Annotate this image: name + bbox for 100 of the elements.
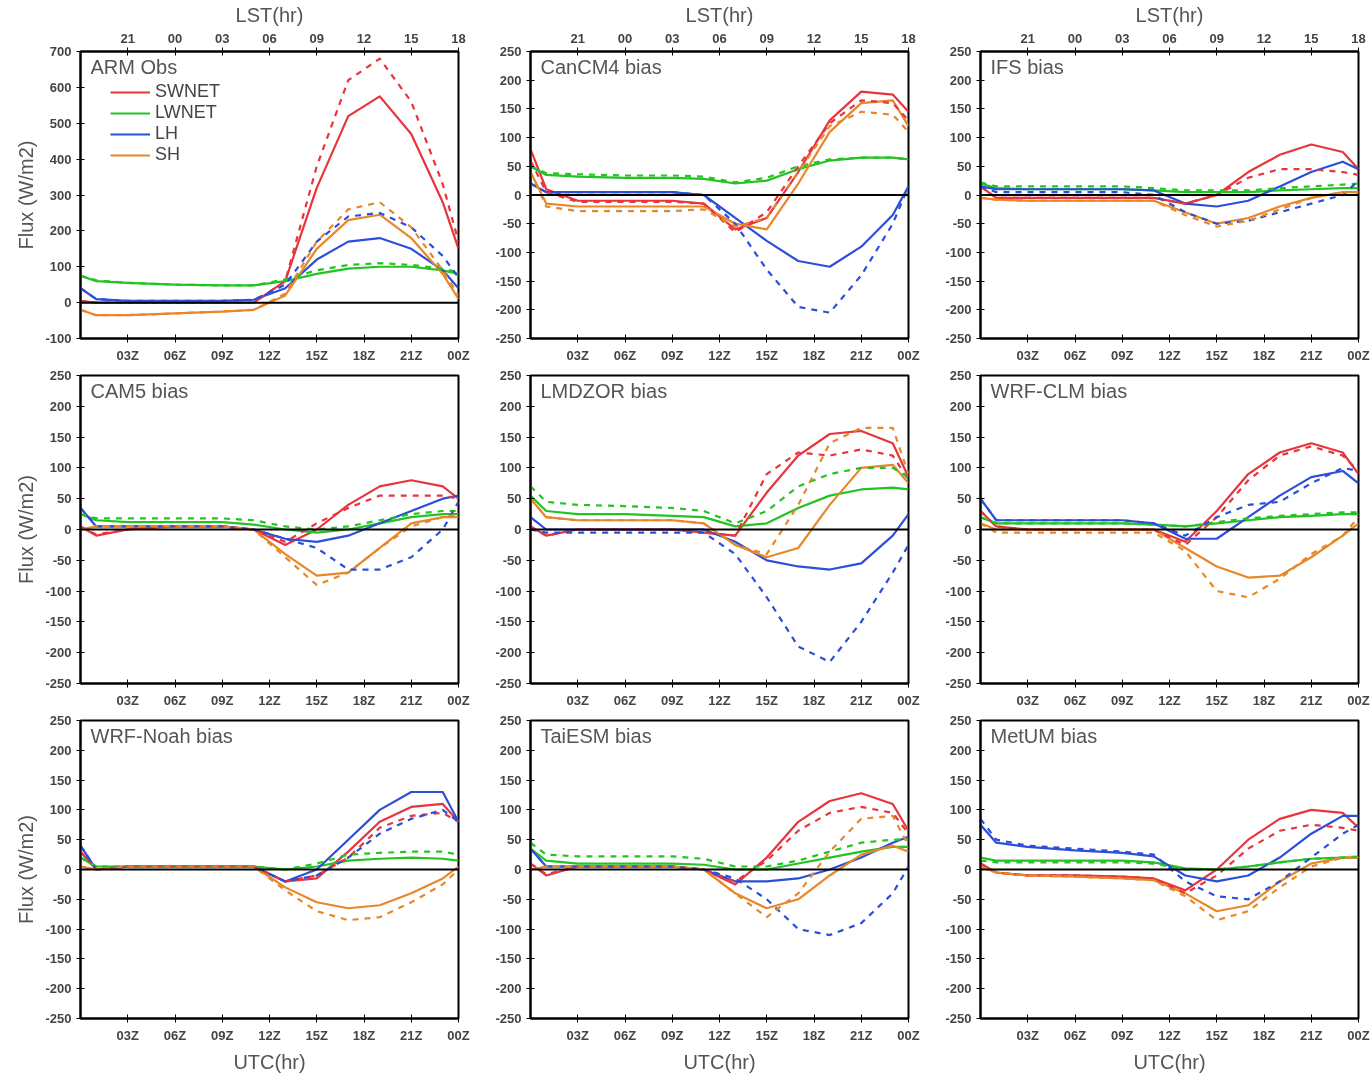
legend-label: LWNET <box>155 102 217 123</box>
y-tick-label: 0 <box>964 522 972 537</box>
x-tick-label: 00Z <box>897 347 920 363</box>
x-tick-label: 15Z <box>305 692 329 708</box>
y-tick-label: -200 <box>945 645 972 661</box>
x2-axis-title: LST(hr) <box>685 3 754 26</box>
y-tick-label: -250 <box>945 1011 972 1026</box>
x-tick-label: 03Z <box>116 692 140 708</box>
x-tick-label: 18Z <box>1252 347 1276 363</box>
y-tick-label: -250 <box>495 1011 522 1026</box>
y-tick-label: 0 <box>64 862 72 877</box>
y-tick-label: -100 <box>45 583 72 599</box>
chart-title: CAM5 bias <box>90 379 189 402</box>
x2-tick-label: 21 <box>570 30 585 46</box>
x2-tick-label: 15 <box>854 30 869 46</box>
x-tick-label: 03Z <box>1016 347 1040 363</box>
x-tick-label: 00Z <box>1347 347 1370 363</box>
y-tick-label: -50 <box>952 552 972 568</box>
y-tick-label: -200 <box>45 981 72 997</box>
x-axis-title: UTC(hr) <box>233 1050 306 1073</box>
x2-tick-label: 00 <box>617 30 633 46</box>
y-tick-label: -200 <box>945 302 972 318</box>
x-tick-label: 18Z <box>352 692 376 708</box>
y-tick-label: -50 <box>52 891 72 907</box>
x-tick-label: 06Z <box>1063 1027 1087 1043</box>
y-tick-label: -150 <box>45 614 72 630</box>
x-tick-label: 21Z <box>1300 1027 1323 1043</box>
x-tick-label: 18Z <box>1252 692 1276 708</box>
chart-title: CanCM4 bias <box>540 55 662 78</box>
x-tick-label: 03Z <box>566 692 590 708</box>
y-tick-label: -150 <box>945 951 972 967</box>
x-tick-label: 00Z <box>1347 692 1370 708</box>
x-tick-label: 03Z <box>116 347 140 363</box>
y-tick-label: -150 <box>495 273 522 289</box>
x2-tick-label: 00 <box>167 30 183 46</box>
x2-tick-label: 21 <box>120 30 135 46</box>
x2-axis-title: LST(hr) <box>235 3 304 26</box>
x2-tick-label: 09 <box>759 30 774 46</box>
x-tick-label: 03Z <box>116 1027 140 1043</box>
y-tick-label: 200 <box>49 398 72 414</box>
x-tick-label: 00Z <box>1347 1027 1370 1043</box>
y-tick-label: 100 <box>949 460 972 476</box>
y-tick-label: 250 <box>49 368 72 383</box>
y-tick-label: 0 <box>964 187 972 203</box>
y-tick-label: 700 <box>49 44 72 59</box>
y-tick-label: -250 <box>495 331 522 346</box>
y-tick-label: 50 <box>57 491 72 507</box>
y-tick-label: 500 <box>49 115 72 131</box>
y-tick-label: -250 <box>945 676 972 691</box>
chart-title: MetUM bias <box>990 724 1098 747</box>
x-tick-label: 06Z <box>163 347 187 363</box>
y-tick-label: 50 <box>507 832 522 848</box>
x2-tick-label: 03 <box>1115 30 1130 46</box>
y-tick-label: 100 <box>499 130 522 146</box>
x-tick-label: 03Z <box>1016 692 1040 708</box>
chart-title: WRF-CLM bias <box>990 379 1128 402</box>
y-tick-label: 300 <box>49 187 72 203</box>
y-tick-label: 50 <box>57 832 72 848</box>
x-tick-label: 21Z <box>850 1027 873 1043</box>
y-tick-label: 150 <box>499 772 522 788</box>
x2-tick-label: 12 <box>806 30 822 46</box>
y-tick-label: 600 <box>49 79 72 95</box>
x-tick-label: 09Z <box>1111 1027 1134 1043</box>
x-tick-label: 18Z <box>802 692 826 708</box>
x-tick-label: 03Z <box>1016 1027 1040 1043</box>
x-tick-label: 06Z <box>613 1027 637 1043</box>
y-tick-label: 250 <box>949 713 972 728</box>
y-axis-title: Flux (W/m2) <box>15 815 38 924</box>
y-tick-label: -100 <box>945 244 972 260</box>
y-tick-label: 50 <box>957 491 972 507</box>
y-tick-label: 50 <box>957 832 972 848</box>
y-tick-label: -50 <box>952 216 972 232</box>
x2-tick-label: 15 <box>1304 30 1319 46</box>
y-tick-label: 150 <box>49 772 72 788</box>
x2-tick-label: 21 <box>1020 30 1035 46</box>
y-axis-title: Flux (W/m2) <box>15 140 38 250</box>
y-tick-label: -150 <box>495 614 522 630</box>
y-tick-label: 50 <box>957 158 972 174</box>
x2-tick-label: 03 <box>665 30 680 46</box>
y-tick-label: -250 <box>45 1011 72 1026</box>
y-tick-label: 50 <box>507 158 522 174</box>
x2-tick-label: 03 <box>215 30 230 46</box>
y-tick-label: -100 <box>495 921 522 937</box>
x2-tick-label: 18 <box>451 30 466 46</box>
x2-axis-title: LST(hr) <box>1135 3 1204 26</box>
x-tick-label: 12Z <box>258 1027 281 1043</box>
x-tick-label: 12Z <box>708 692 731 708</box>
y-tick-label: -200 <box>495 302 522 318</box>
y-tick-label: 0 <box>64 522 72 537</box>
x2-tick-label: 18 <box>901 30 916 46</box>
x-tick-label: 15Z <box>305 347 329 363</box>
x-tick-label: 09Z <box>211 692 234 708</box>
y-axis-title: Flux (W/m2) <box>15 475 38 584</box>
x-tick-label: 21Z <box>1300 347 1323 363</box>
x-tick-label: 06Z <box>1063 347 1087 363</box>
y-tick-label: 100 <box>499 802 522 818</box>
x-tick-label: 12Z <box>1158 1027 1181 1043</box>
y-tick-label: -100 <box>45 921 72 937</box>
x-tick-label: 21Z <box>1300 692 1323 708</box>
x-tick-label: 21Z <box>400 347 423 363</box>
